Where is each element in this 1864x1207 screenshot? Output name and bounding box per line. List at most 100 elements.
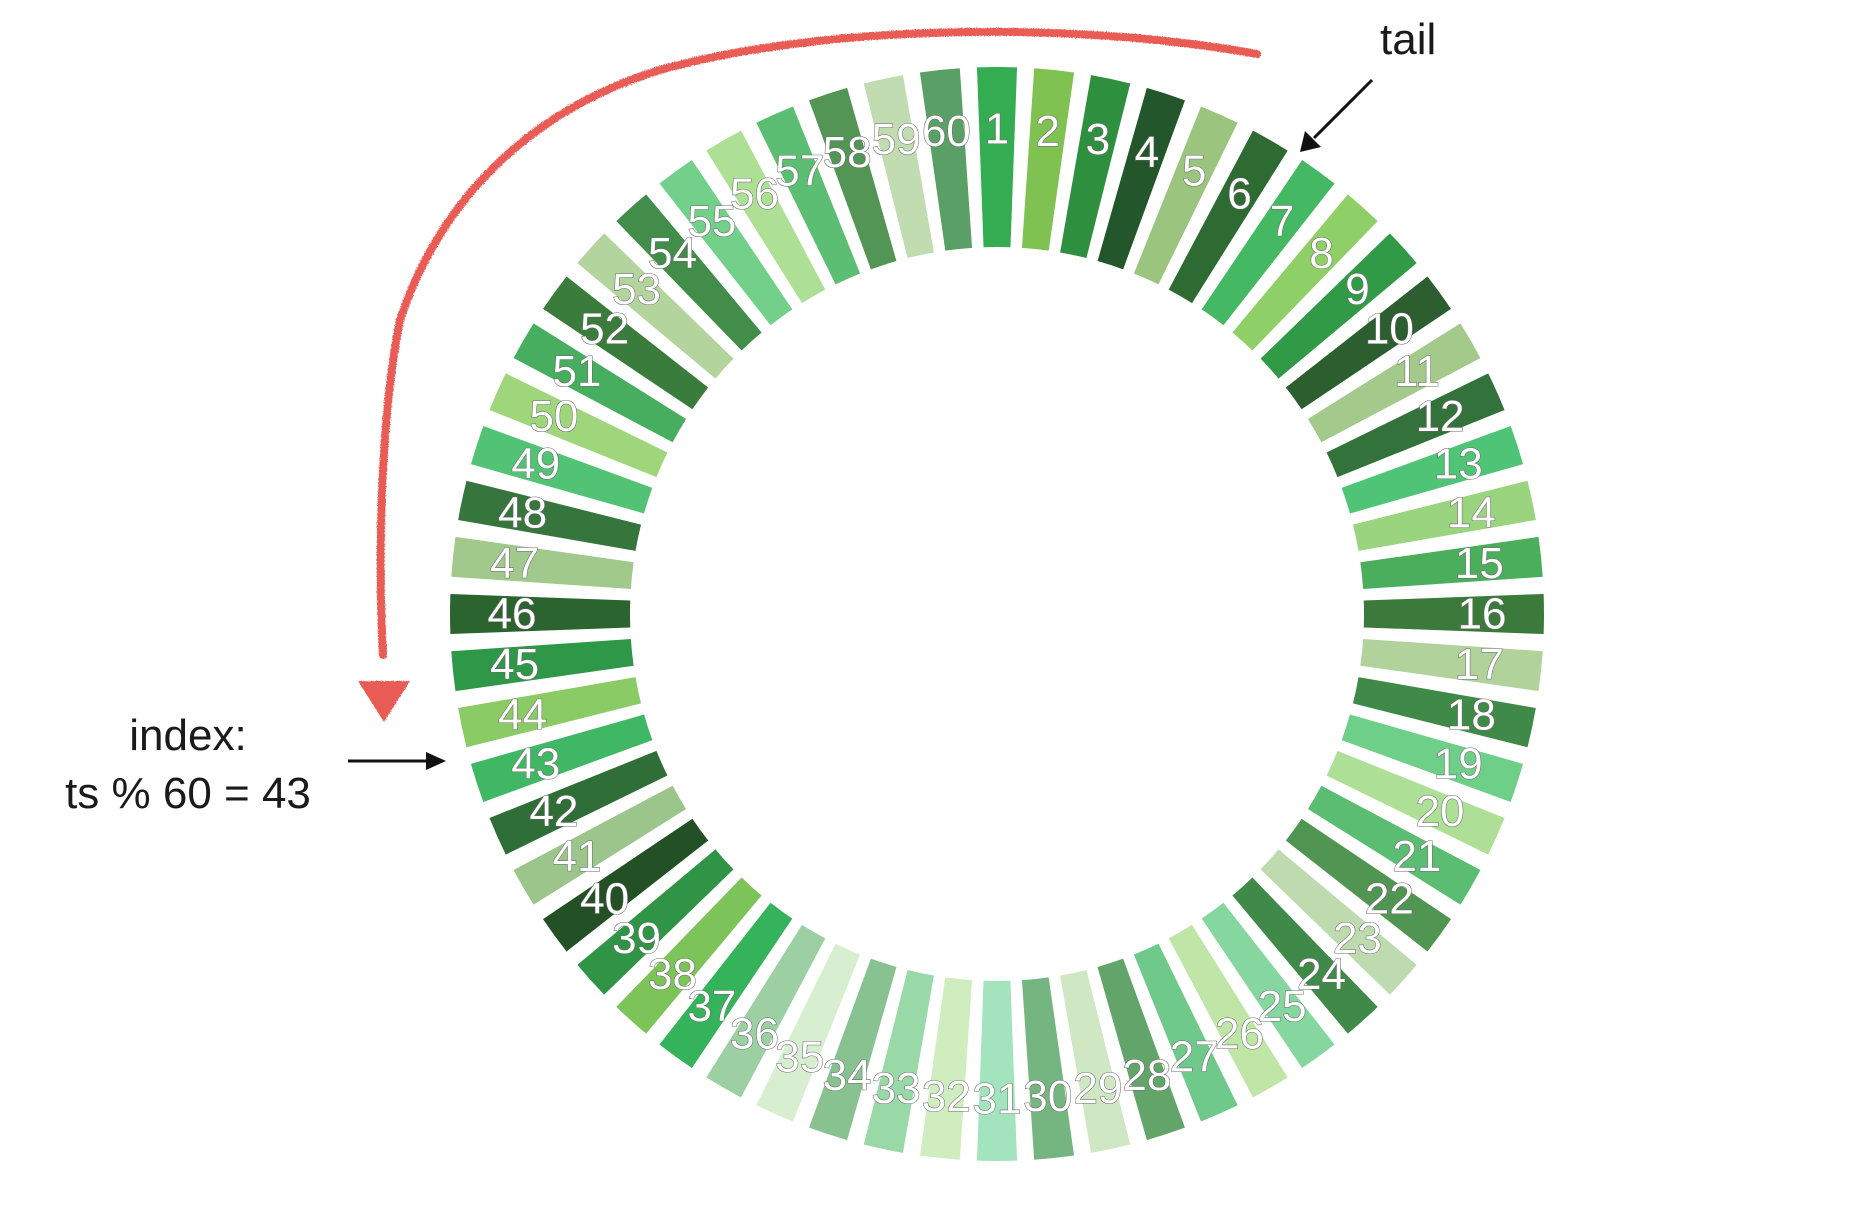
ring-segment-7 bbox=[1201, 159, 1335, 326]
ring-segment-label-37: 37 bbox=[687, 982, 736, 1031]
ring-segment-48 bbox=[458, 480, 642, 551]
ring-segment-label-10: 10 bbox=[1365, 304, 1414, 353]
ring-segment-label-21: 21 bbox=[1393, 832, 1442, 881]
ring-segment-4 bbox=[1097, 87, 1185, 270]
ring-segment-label-60: 60 bbox=[922, 107, 971, 156]
ring-segment-45 bbox=[451, 638, 634, 692]
ring-segment-44 bbox=[458, 677, 642, 748]
tail-pointer-arrow bbox=[1300, 78, 1374, 152]
ring-segment-11 bbox=[1307, 323, 1481, 443]
ring-segment-label-44: 44 bbox=[498, 690, 547, 739]
ring-segment-label-25: 25 bbox=[1258, 982, 1307, 1031]
ring-segment-37 bbox=[659, 902, 793, 1069]
ring-segment-label-13: 13 bbox=[1434, 440, 1483, 489]
ring-segment-15 bbox=[1360, 536, 1543, 590]
ring-segment-label-50: 50 bbox=[529, 392, 578, 441]
ring-segment-label-3: 3 bbox=[1086, 115, 1110, 164]
ring-segment-label-18: 18 bbox=[1447, 690, 1496, 739]
ring-segment-3 bbox=[1060, 75, 1131, 259]
ring-segment-label-45: 45 bbox=[490, 640, 539, 689]
ring-segment-label-51: 51 bbox=[553, 347, 602, 396]
ring-segment-label-46: 46 bbox=[488, 590, 537, 639]
ring-segment-label-14: 14 bbox=[1447, 489, 1496, 538]
ring-segment-31 bbox=[976, 980, 1018, 1161]
ring-segment-label-11: 11 bbox=[1394, 347, 1440, 396]
ring-segment-label-23: 23 bbox=[1333, 914, 1382, 963]
ring-segment-42 bbox=[489, 750, 668, 855]
ring-segment-8 bbox=[1232, 194, 1378, 351]
ring-segment-23 bbox=[1260, 849, 1417, 995]
ring-segment-38 bbox=[616, 877, 762, 1034]
ring-segment-17 bbox=[1360, 638, 1543, 692]
ring-segment-9 bbox=[1260, 233, 1417, 379]
ring-segment-18 bbox=[1352, 677, 1536, 748]
ring-segment-label-17: 17 bbox=[1455, 640, 1504, 689]
ring-segment-60 bbox=[919, 68, 973, 251]
ring-segment-46 bbox=[450, 593, 631, 635]
ring-segment-33 bbox=[863, 969, 934, 1153]
ring-segment-label-59: 59 bbox=[872, 115, 921, 164]
ring-segment-label-55: 55 bbox=[687, 197, 736, 246]
ring-segment-40 bbox=[542, 818, 709, 952]
ring-segment-39 bbox=[577, 849, 734, 995]
tail-label: tail bbox=[1380, 15, 1436, 64]
ring-segment-47 bbox=[451, 536, 634, 590]
ring-segment-label-40: 40 bbox=[580, 875, 629, 924]
index-pointer-arrow bbox=[348, 752, 446, 770]
ring-segment-label-2: 2 bbox=[1035, 107, 1059, 156]
ring-segment-22 bbox=[1285, 818, 1452, 952]
ring-segment-label-30: 30 bbox=[1023, 1072, 1072, 1121]
ring-segment-label-16: 16 bbox=[1458, 590, 1507, 639]
rotation-arc-arrowhead bbox=[358, 681, 410, 722]
ring-segment-label-48: 48 bbox=[498, 489, 547, 538]
ring-segment-1 bbox=[976, 67, 1018, 248]
ring-segment-label-29: 29 bbox=[1073, 1064, 1122, 1113]
ring-segment-16 bbox=[1363, 593, 1544, 635]
ring-segment-label-47: 47 bbox=[490, 539, 539, 588]
ring-segment-label-38: 38 bbox=[648, 950, 697, 999]
ring-segment-14 bbox=[1352, 480, 1536, 551]
ring-segment-label-57: 57 bbox=[775, 146, 824, 195]
ring-segment-13 bbox=[1341, 426, 1524, 514]
ring-segment-54 bbox=[616, 194, 762, 351]
ring-segment-10 bbox=[1285, 276, 1452, 410]
index-label-line1: index: bbox=[129, 711, 246, 760]
ring-segment-label-4: 4 bbox=[1135, 128, 1159, 177]
ring-segment-53 bbox=[577, 233, 734, 379]
ring-segment-label-35: 35 bbox=[775, 1033, 824, 1082]
ring-segment-28 bbox=[1097, 958, 1185, 1141]
ring-segment-58 bbox=[809, 87, 897, 270]
ring-segment-20 bbox=[1326, 750, 1505, 855]
ring-segment-label-36: 36 bbox=[730, 1010, 779, 1059]
ring-segment-label-31: 31 bbox=[973, 1075, 1022, 1124]
ring-segment-label-56: 56 bbox=[730, 169, 779, 218]
ring-segment-26 bbox=[1168, 924, 1288, 1098]
ring-segment-label-27: 27 bbox=[1170, 1033, 1219, 1082]
ring-segment-19 bbox=[1341, 714, 1524, 802]
ring-segment-label-28: 28 bbox=[1122, 1051, 1171, 1100]
ring-segment-label-7: 7 bbox=[1270, 197, 1294, 246]
ring-segment-labels: 1 2 3 4 5 67891011121314151617181920212223242… bbox=[487, 104, 1507, 1124]
ring-segment-52 bbox=[542, 276, 709, 410]
ring-segment-25 bbox=[1201, 902, 1335, 1069]
ring-segment-43 bbox=[470, 714, 653, 802]
ring-segment-57 bbox=[756, 106, 861, 285]
ring-segment-label-49: 49 bbox=[511, 440, 560, 489]
ring-segment-35 bbox=[756, 943, 861, 1122]
ring-segment-51 bbox=[513, 323, 687, 443]
ring-segment-27 bbox=[1133, 943, 1238, 1122]
ring-segment-32 bbox=[919, 977, 973, 1160]
ring-segment-36 bbox=[706, 924, 826, 1098]
ring-segment-label-24: 24 bbox=[1297, 950, 1346, 999]
ring-segment-label-15: 15 bbox=[1455, 539, 1504, 588]
ring-segment-label-5: 5 bbox=[1182, 146, 1206, 195]
ring-segment-label-58: 58 bbox=[823, 128, 872, 177]
ring-segment-label-6: 6 bbox=[1227, 169, 1251, 218]
ring-segment-label-33: 33 bbox=[872, 1064, 921, 1113]
ring-segment-49 bbox=[470, 426, 653, 514]
ring-segment-label-53: 53 bbox=[612, 265, 661, 314]
ring-segment-label-8: 8 bbox=[1309, 229, 1333, 278]
ring-segment-label-43: 43 bbox=[511, 739, 560, 788]
ring-buffer bbox=[450, 67, 1544, 1161]
